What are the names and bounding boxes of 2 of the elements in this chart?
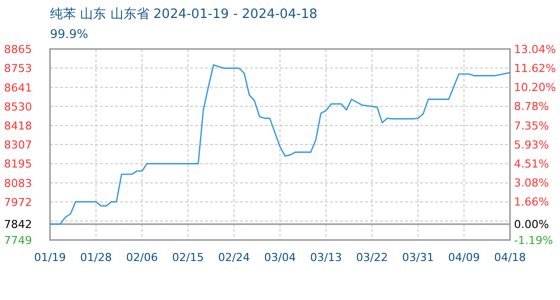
- subtitle: 99.9%: [50, 27, 88, 41]
- title: 纯苯 山东 山东省 2024-01-19 - 2024-04-18: [50, 7, 318, 22]
